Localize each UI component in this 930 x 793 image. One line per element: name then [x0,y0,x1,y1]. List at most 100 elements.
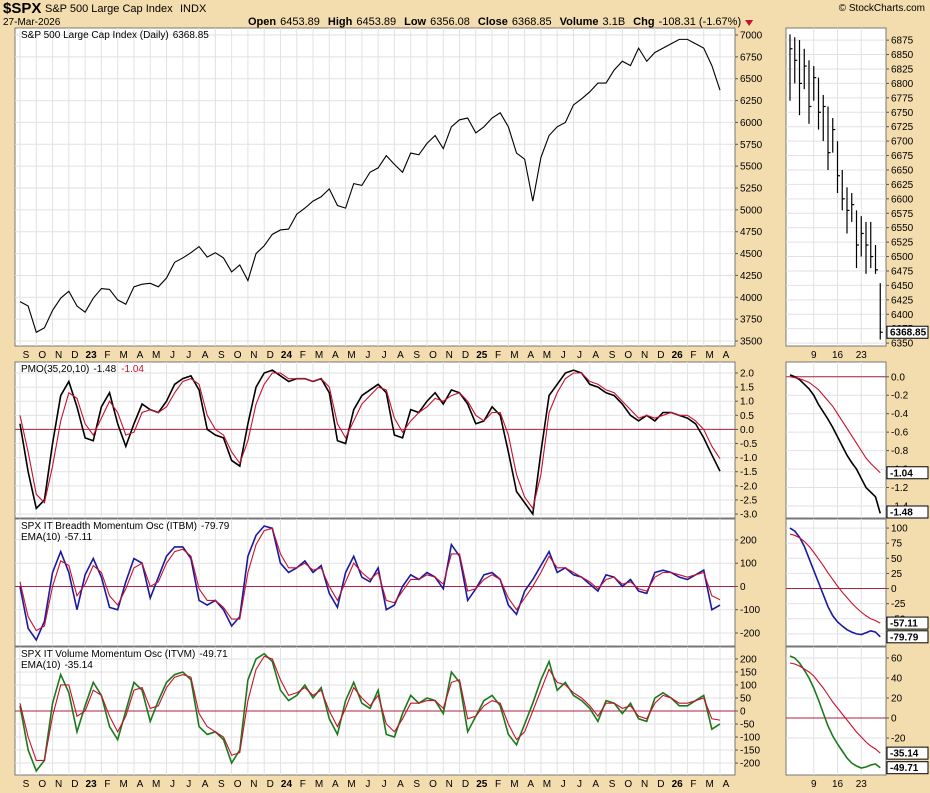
legend-entry: PMO(35,20,10) -1.48 -1.04 [21,364,144,375]
y-tick-label: 4500 [740,249,763,260]
last-value: -35.14 [890,749,919,760]
y-tick-label: 6875 [891,36,914,47]
x-tick-label: O [429,350,437,361]
y-tick-label: 4000 [740,293,763,304]
x-tick-label: F [690,350,696,361]
credit: © StockCharts.com [839,3,925,14]
y-tick-label: 6600 [891,194,914,205]
x-tick-label: 26 [672,350,684,361]
last-value-box [886,630,929,644]
y-tick-label: -50 [740,720,755,731]
series-line [19,38,721,334]
y-tick-label: -0.6 [891,428,909,439]
x-tick-label: D [657,350,664,361]
y-tick-label: -2.0 [740,481,758,492]
x-tick-label: 26 [672,779,684,790]
last-value: -1.48 [890,508,913,519]
x-tick-label: 24 [281,779,293,790]
x-tick-label: S [413,779,420,790]
y-tick-label: 0.0 [740,425,754,436]
x-tick-label: 16 [832,350,844,361]
quote-value: 6356.08 [430,16,470,28]
x-tick-label: D [267,779,274,790]
legend-entry: EMA(10) -57.11 [21,532,93,543]
x-tick-label: N [641,350,648,361]
legend-entry: S&P 500 Large Cap Index (Daily) 6368.85 [21,30,209,41]
quote-label: Open [248,16,276,28]
x-tick-label: J [561,779,566,790]
last-value-box [886,325,929,339]
x-tick-label: 25 [476,779,488,790]
x-tick-label: N [446,779,453,790]
x-tick-label: S [413,350,420,361]
legend-name: EMA(10) [21,532,60,543]
x-tick-label: A [397,779,404,790]
legend-name: EMA(10) [21,660,60,671]
y-tick-label: -150 [740,746,760,757]
y-tick-label: -100 [740,733,760,744]
y-tick-label: 150 [740,667,757,678]
y-tick-label: 6800 [891,79,914,90]
y-tick-label: 1.0 [740,397,754,408]
y-tick-label: 100 [740,680,757,691]
y-tick-label: -1.2 [891,483,909,494]
plot [19,525,721,642]
y-tick-label: 60 [891,654,903,665]
plot [789,34,883,340]
y-tick-label: -200 [740,628,760,639]
plot [789,374,882,514]
x-tick-label: O [624,350,632,361]
y-tick-label: -20 [891,734,906,745]
x-tick-label: D [267,350,274,361]
x-tick-label: O [38,779,46,790]
x-tick-label: 23 [856,350,868,361]
x-tick-label: M [120,779,128,790]
x-tick-label: A [137,350,144,361]
quote-label: Volume [560,16,599,28]
x-tick-label: F [300,350,306,361]
x-tick-label: J [561,350,566,361]
y-tick-label: 6250 [740,96,763,107]
y-tick-label: 25 [891,569,903,580]
series-line [19,527,721,632]
y-tick-label: 50 [891,554,903,565]
quote-row: Open 6453.89 High 6453.89 Low 6356.08 Close 636… [248,16,741,28]
quote-label: Close [478,16,508,28]
series-line [19,372,721,510]
x-tick-label: J [170,350,175,361]
y-tick-label: 0 [740,582,746,593]
y-tick-label: 6675 [891,151,914,162]
last-value: -1.04 [890,468,913,479]
x-tick-label: O [624,779,632,790]
y-tick-label: 5750 [740,140,763,151]
last-value: -57.11 [890,619,918,630]
x-tick-label: N [446,350,453,361]
quote-label: Low [404,16,426,28]
panel [14,27,736,347]
x-tick-label: A [137,779,144,790]
legend-entry: SPX IT Volume Momentum Osc (ITVM) -49.71 [21,649,228,660]
y-tick-label: 50 [740,693,752,704]
x-tick-label: A [723,350,730,361]
x-tick-label: M [543,779,551,790]
y-tick-label: 2.0 [740,369,754,380]
x-tick-label: S [609,779,616,790]
y-tick-label: 40 [891,674,903,685]
x-tick-label: M [706,779,714,790]
plot [19,652,721,773]
y-tick-label: 6700 [891,137,914,148]
x-tick-label: O [234,350,242,361]
y-tick-label: 6500 [891,252,914,263]
legend-value: -1.48 [93,364,116,375]
series-line [789,376,881,474]
legend-value: -1.04 [121,364,144,375]
x-tick-label: A [723,779,730,790]
x-tick-label: M [120,350,128,361]
legend-value: -35.14 [64,660,93,671]
x-tick-label: A [397,350,404,361]
last-value-box [886,746,929,760]
y-tick-label: 100 [891,524,908,535]
y-tick-label: 5500 [740,162,763,173]
legend-entry: EMA(10) -35.14 [21,660,93,671]
